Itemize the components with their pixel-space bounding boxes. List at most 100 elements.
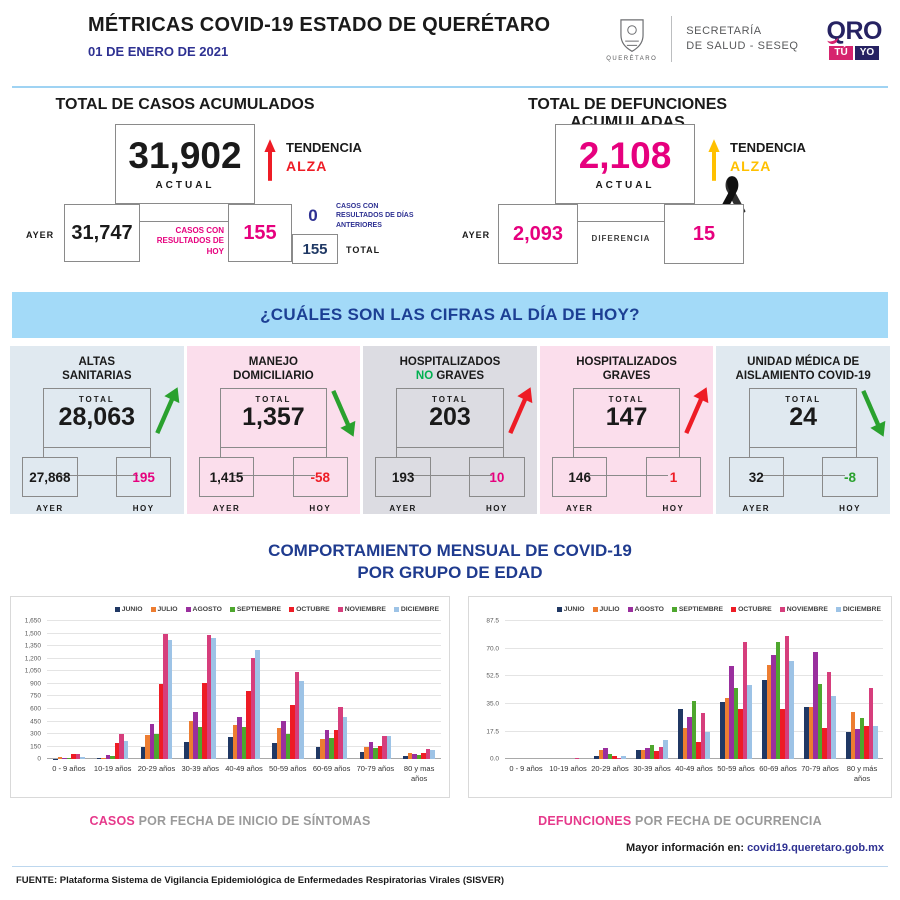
connector-line [761, 475, 845, 476]
gridline [47, 645, 441, 647]
legend-swatch-icon [731, 607, 737, 613]
totals-section: TOTAL DE CASOS ACUMULADOS 31,902 ACTUAL … [0, 88, 900, 286]
bar [246, 690, 251, 760]
defunciones-diferencia-box: 15 [664, 204, 744, 264]
y-tick-label: 450 [30, 718, 41, 726]
bar [329, 738, 334, 760]
tendencia-value: ALZA [730, 157, 772, 174]
connector-line [42, 448, 44, 457]
x-axis-label: 20-29 años [591, 764, 629, 774]
gridline [505, 675, 883, 677]
bar-group [673, 621, 715, 760]
ayer-value: 32 [728, 457, 785, 497]
bar [775, 642, 781, 760]
hoy-label: HOY [839, 504, 861, 513]
legend-item: NOVIEMBRE [337, 606, 386, 613]
legend-item: SEPTIEMBRE [671, 606, 723, 613]
ayer-value: 1,415 [198, 457, 255, 497]
logos: QUERÉTARO SECRETARÍA DE SALUD - SESEQ QR… [606, 16, 883, 62]
ayer-label: AYER [389, 504, 417, 513]
bar [654, 751, 659, 760]
bar [762, 680, 767, 760]
bar [784, 636, 790, 760]
bar-group [757, 621, 799, 760]
card-title: UNIDAD MÉDICA DE AISLAMIENTO COVID-19 [735, 356, 871, 382]
caption-rest: POR FECHA DE OCURRENCIA [631, 814, 822, 829]
bar [720, 702, 725, 760]
charts-row: JUNIO JULIO AGOSTO SEPTIEMBRE OCTUBRE NOVIEMB… [0, 596, 900, 804]
bar [747, 685, 752, 760]
bar [780, 708, 785, 760]
bar [57, 757, 63, 760]
gridline [47, 682, 441, 684]
x-axis-label: 60-69 años [759, 764, 797, 774]
plot-area: 0.0 17.5 35.0 52.5 70.0 87.5 [469, 617, 891, 763]
y-tick-label: 1,350 [24, 642, 41, 650]
summary-card: MANEJO DOMICILIARIO TOTAL 1,357 1,415 -58 AYER… [186, 346, 361, 514]
yo-badge: YO [854, 45, 880, 60]
legend-item: JULIO [150, 606, 178, 613]
more-info-link[interactable]: covid19.queretaro.gob.mx [747, 842, 884, 855]
connector-line [749, 448, 751, 457]
bar-group [353, 621, 397, 760]
y-tick-label: 1,650 [24, 617, 41, 625]
bar [705, 732, 710, 760]
bar [167, 639, 173, 760]
gridline [47, 708, 441, 710]
header: MÉTRICAS COVID-19 ESTADO DE QUERÉTARO 01… [0, 0, 900, 86]
bar [645, 748, 650, 760]
bar-group [631, 621, 673, 760]
gridline [505, 620, 883, 622]
connector-line [408, 475, 492, 476]
bar [724, 697, 730, 760]
bar-group [715, 621, 757, 760]
more-info-label: Mayor información en: [626, 842, 744, 855]
bar [855, 729, 860, 760]
x-axis-label: 70-79 años [801, 764, 839, 774]
hoy-label: HOY [132, 504, 155, 513]
bar [382, 735, 387, 760]
bar [315, 746, 321, 760]
tendencia-label: TENDENCIA [730, 140, 806, 155]
defunciones-actual-value: 2,108 [578, 135, 672, 176]
coat-label: QUERÉTARO [606, 55, 658, 62]
bar [873, 726, 878, 760]
connector-line [572, 448, 574, 457]
cards-row: ALTAS SANITARIAS TOTAL 28,063 27,868 195 AYER H… [10, 346, 890, 514]
bar [149, 724, 155, 760]
defunciones-actual-box: 2,108 ACTUAL [555, 124, 695, 204]
x-axis-label: 60-69 años [312, 764, 351, 774]
bar [598, 749, 604, 760]
bar [430, 750, 435, 760]
defunciones-ayer-box: 2,093 [498, 204, 578, 264]
casos-anteriores-value: 0 [308, 206, 318, 225]
bar [696, 741, 701, 760]
bar-group [135, 621, 179, 760]
hoy-label: HOY [309, 504, 332, 513]
bar [742, 642, 748, 760]
title-block: MÉTRICAS COVID-19 ESTADO DE QUERÉTARO 01… [88, 14, 550, 59]
bar [145, 734, 150, 760]
bar [110, 755, 115, 760]
bar [789, 661, 794, 760]
y-tick-label: 87.5 [486, 617, 499, 625]
gridline [47, 620, 441, 622]
connector-line [140, 221, 228, 222]
legend-swatch-icon [592, 607, 598, 613]
hoy-value: -8 [822, 457, 878, 497]
bar-group [266, 621, 310, 760]
y-tick-label: 1,200 [24, 655, 41, 663]
summary-card: HOSPITALIZADOS NO GRAVES TOTAL 203 193 10 AYER… [363, 346, 537, 514]
bar [241, 727, 247, 760]
bar [114, 742, 120, 760]
bar [859, 718, 865, 760]
total-box: TOTAL 28,063 [42, 388, 151, 448]
gridline [47, 657, 441, 659]
bar-group [91, 621, 135, 760]
summary-card: UNIDAD MÉDICA DE AISLAMIENTO COVID-19 TOTA… [716, 346, 890, 514]
bar-groups [47, 621, 441, 760]
total-box: TOTAL 24 [749, 388, 857, 448]
bar [197, 726, 203, 760]
diferencia-label: DIFERENCIA [591, 234, 651, 243]
